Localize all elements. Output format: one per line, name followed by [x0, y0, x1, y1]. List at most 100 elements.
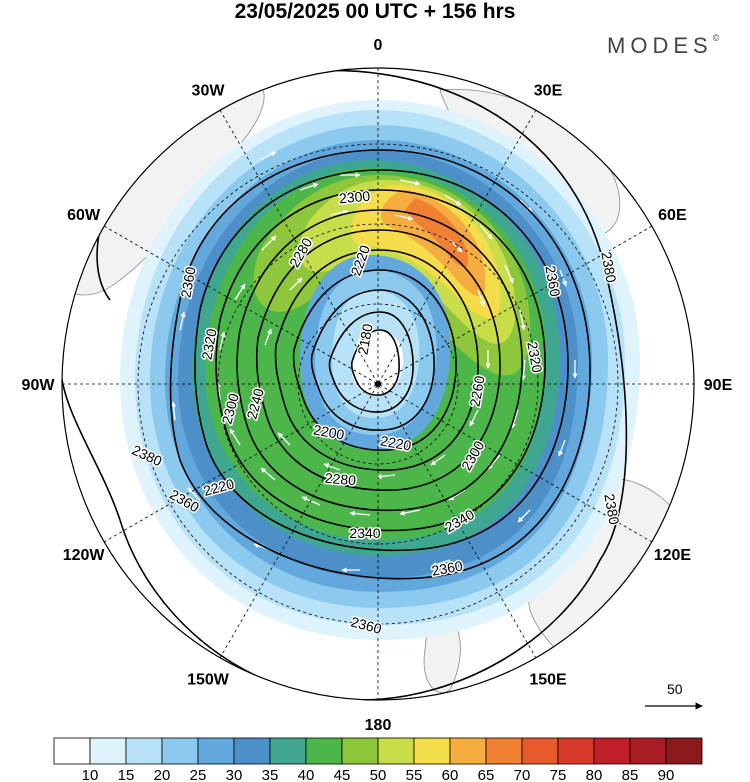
colorbar-swatch	[449, 737, 487, 765]
colorbar-tick-label: 15	[118, 767, 135, 782]
contour-2300	[236, 209, 523, 512]
longitude-label: 120W	[63, 547, 106, 564]
vector-arrow	[234, 283, 246, 301]
colorbar-swatch	[89, 737, 127, 765]
contour-2340	[194, 169, 569, 552]
reference-vector-label: 50	[667, 681, 683, 697]
longitude-label: 150W	[187, 671, 230, 688]
vector-arrow	[399, 509, 421, 516]
colorbar-swatch	[125, 737, 163, 765]
contour-2200	[328, 311, 414, 413]
vector-arrow	[504, 264, 514, 284]
colorbar-tick-label: 90	[658, 767, 675, 782]
longitude-label: 60W	[67, 207, 101, 224]
longitude-labels: 0 30E 60E 90E 120E 150E 180 150W 120W 90W 60W 30W	[22, 37, 733, 734]
vector-arrow	[376, 473, 396, 480]
vector-arrow	[329, 209, 349, 216]
longitude-label: 90E	[704, 377, 733, 394]
vector-arrow	[399, 179, 421, 186]
contour-label: 2280	[324, 470, 357, 489]
longitude-label: 90W	[22, 377, 56, 394]
vector-arrow	[264, 328, 272, 346]
vector-arrow	[517, 509, 531, 523]
contour-2320	[215, 189, 546, 532]
vector-arrow	[219, 331, 226, 351]
core-calm-4	[351, 330, 404, 395]
contour-2280	[255, 229, 501, 491]
vector-arrow	[349, 510, 371, 517]
colorbar-tick-label: 30	[226, 767, 243, 782]
vector-arrow	[431, 559, 451, 567]
longitude-label: 30W	[192, 83, 226, 100]
colorbar-swatch	[305, 737, 343, 765]
colorbar-swatch	[485, 737, 523, 765]
colorbar-swatch	[521, 737, 559, 765]
colorbar-tick-label: 65	[478, 767, 495, 782]
colorbar-tick-label: 55	[406, 767, 423, 782]
contour-2180	[350, 329, 400, 396]
latitude-circle	[137, 143, 619, 625]
longitude-label: 30E	[534, 83, 563, 100]
vector-arrow	[469, 409, 479, 427]
colorbar-tick-label: 70	[514, 767, 531, 782]
colorbar-tick-label: 85	[622, 767, 639, 782]
brand-mark: ©	[712, 33, 720, 43]
colorbar-tick-label: 10	[82, 767, 99, 782]
vector-arrow	[477, 289, 485, 307]
vector-arrow	[187, 487, 201, 501]
vector-arrow	[179, 311, 186, 331]
vector-arrow	[519, 199, 533, 213]
contour-2220	[310, 289, 435, 431]
colorbar-swatch	[53, 737, 91, 765]
brand-logo: MODES©	[607, 33, 719, 59]
map-title: 23/05/2025 00 UTC + 156 hrs	[234, 0, 516, 23]
colorbar-swatch	[197, 737, 235, 765]
vector-arrow	[259, 151, 277, 161]
vector-arrow	[323, 463, 341, 471]
vector-arrow	[215, 381, 222, 401]
colorbar-tick-label: 20	[154, 767, 171, 782]
contour-label: 2340	[349, 525, 380, 541]
vector-arrow	[261, 235, 277, 251]
longitude-label: 0	[374, 37, 383, 54]
colorbar-swatch	[377, 737, 415, 765]
contour-label: 2300	[338, 188, 371, 207]
colorbar: 10 15 20 25 30 35 40 45 50 55 60 65 70 75 80 85 90	[53, 737, 703, 782]
vector-arrow	[511, 409, 519, 429]
colorbar-tick-label: 40	[298, 767, 315, 782]
vector-arrow	[479, 224, 493, 240]
longitude-label: 60E	[658, 207, 687, 224]
graticule	[62, 68, 694, 700]
colorbar-swatch	[341, 737, 379, 765]
colorbar-tick-label: 25	[190, 767, 207, 782]
colorbar-tick-label: 50	[370, 767, 387, 782]
pole-marker	[375, 381, 381, 387]
contour-label: 2200	[312, 421, 346, 442]
contour-2240	[292, 269, 457, 451]
colorbar-swatch	[269, 737, 307, 765]
vector-arrow	[301, 496, 321, 506]
vector-arrow	[289, 277, 303, 291]
brand-name: MODES	[607, 33, 713, 58]
colorbar-swatch	[233, 737, 271, 765]
vector-arrow	[520, 359, 527, 381]
colorbar-tick-label: 35	[262, 767, 279, 782]
vector-arrow	[448, 489, 466, 501]
colorbar-tick-label: 60	[442, 767, 459, 782]
vector-arrow	[170, 401, 177, 421]
vector-arrow	[277, 432, 291, 446]
colorbar-swatch	[629, 737, 667, 765]
vector-arrow	[558, 439, 566, 457]
colorbar-swatch	[557, 737, 595, 765]
vector-arrow	[487, 454, 501, 470]
colorbar-tick-label: 45	[334, 767, 351, 782]
reference-vector: 50	[645, 681, 703, 710]
vector-arrow	[444, 194, 462, 206]
map-border	[61, 67, 695, 701]
contour-2260	[274, 249, 479, 471]
vector-arrow	[229, 428, 241, 446]
longitude-label: 120E	[654, 547, 692, 564]
vector-arrow	[430, 454, 446, 466]
colorbar-tick-label: 80	[586, 767, 603, 782]
